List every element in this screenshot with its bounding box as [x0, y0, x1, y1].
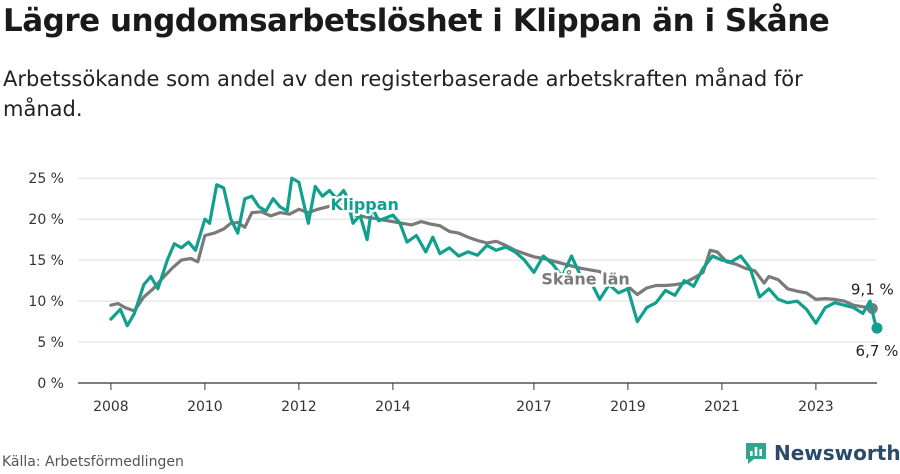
y-tick-label: 25 %: [28, 171, 64, 187]
y-axis-tick-labels: 0 % 5 % 10 % 15 % 20 % 25 %: [28, 171, 64, 392]
series-label: Skåne län: [541, 270, 629, 289]
y-tick-label: 5 %: [37, 335, 64, 351]
chart-title: Lägre ungdomsarbetslöshet i Klippan än i…: [3, 3, 830, 39]
x-tick-label: 2012: [281, 399, 317, 415]
x-tick-label: 2021: [704, 399, 740, 415]
end-value-label: 6,7 %: [856, 342, 899, 360]
chart-subtitle: Arbetssökande som andel av den registerb…: [3, 67, 803, 121]
brand-name: Newsworthy: [774, 441, 900, 465]
series-lines: [109, 176, 883, 334]
y-tick-label: 20 %: [28, 212, 64, 228]
series-labels: Skåne län 9,1 % Klippan 6,7 %: [328, 193, 899, 360]
x-tick-label: 2014: [375, 399, 411, 415]
y-tick-label: 10 %: [28, 294, 64, 310]
end-value-label: 9,1 %: [851, 280, 894, 298]
x-tick-label: 2010: [187, 399, 223, 415]
y-tick-label: 0 %: [37, 376, 64, 392]
series-end-point: [871, 322, 883, 334]
series-line-klippan: [109, 176, 879, 330]
x-tick-label: 2017: [516, 399, 552, 415]
y-tick-label: 15 %: [28, 253, 64, 269]
x-tick-label: 2008: [93, 399, 129, 415]
x-tick-label: 2023: [798, 399, 834, 415]
x-tick-label: 2019: [610, 399, 646, 415]
series-label: Klippan: [330, 195, 398, 214]
newsworthy-logo-icon: [746, 443, 766, 464]
x-axis-ticks: 2008 2010 2012 2014 2017 2019 2021 2023: [93, 383, 834, 415]
source-note: Källa: Arbetsförmedlingen: [2, 454, 184, 470]
brand[interactable]: Newsworthy: [744, 441, 900, 465]
